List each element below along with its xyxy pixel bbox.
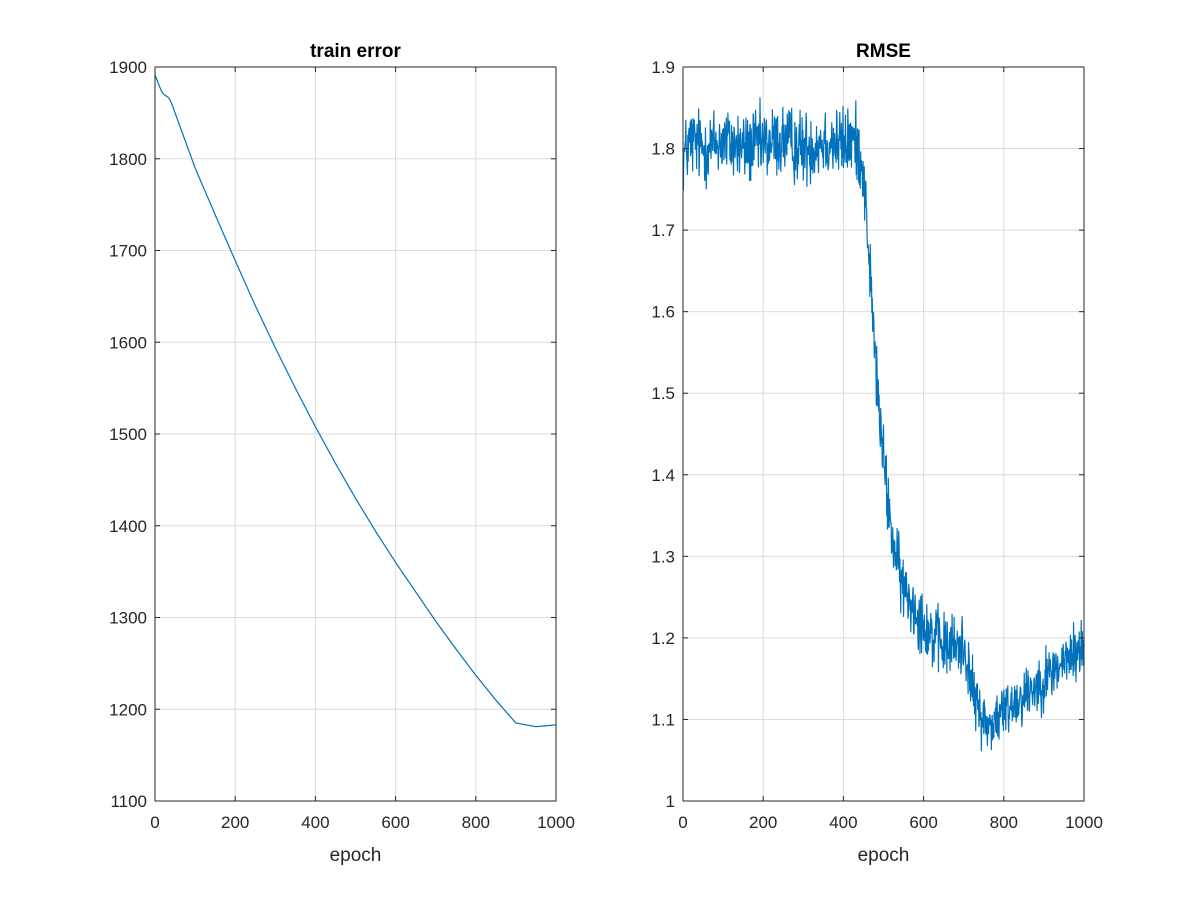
y-tick-label: 1700 [109,242,147,261]
y-tick-label: 1.3 [651,547,675,566]
y-tick-label: 1.1 [651,710,675,729]
y-tick-label: 1600 [109,333,147,352]
x-tick-label: 1000 [537,813,575,832]
chart-title: train error [310,41,401,62]
y-tick-label: 1.5 [651,384,675,403]
x-tick-label: 600 [381,813,409,832]
x-axis-label: epoch [330,845,382,866]
y-tick-label: 1.7 [651,221,675,240]
train-error-panel: 0 200 400 600 800 1000 1100 1200 1300 1400 1500 160… [109,41,575,866]
series-line [682,97,1085,752]
y-tick-label: 1400 [109,517,147,536]
x-tick-label: 400 [829,813,857,832]
y-tick-label: 1.4 [651,466,675,485]
x-tick-label: 0 [150,813,159,832]
x-tick-label: 800 [462,813,490,832]
x-tick-label: 400 [301,813,329,832]
y-tick-label: 1200 [109,700,147,719]
y-tick-label: 1.8 [651,140,675,159]
x-tick-label: 1000 [1065,813,1103,832]
y-tick-label: 1300 [109,609,147,628]
axes-box [682,66,1085,802]
x-tick-label: 600 [909,813,937,832]
y-tick-label: 1800 [109,150,147,169]
y-tick-label: 1500 [109,425,147,444]
rmse-panel: 0 200 400 600 800 1000 1 1.1 1.2 1.3 1.4 1.5 1.6 1.7 1… [651,41,1103,866]
y-tick-label: 1 [666,792,675,811]
x-axis-label: epoch [858,845,910,866]
x-tick-label: 200 [221,813,249,832]
y-tick-label: 1100 [110,792,147,811]
x-tick-label: 800 [990,813,1018,832]
y-tick-label: 1.6 [651,303,675,322]
y-tick-label: 1.9 [651,58,675,77]
x-tick-label: 0 [678,813,687,832]
series-line [154,75,556,728]
y-tick-label: 1.2 [651,629,675,648]
chart-title: RMSE [856,41,911,62]
y-tick-label: 1900 [109,58,147,77]
x-tick-label: 200 [749,813,777,832]
